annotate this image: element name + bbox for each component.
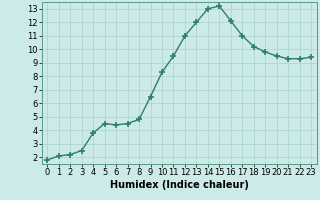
X-axis label: Humidex (Indice chaleur): Humidex (Indice chaleur) <box>110 180 249 190</box>
